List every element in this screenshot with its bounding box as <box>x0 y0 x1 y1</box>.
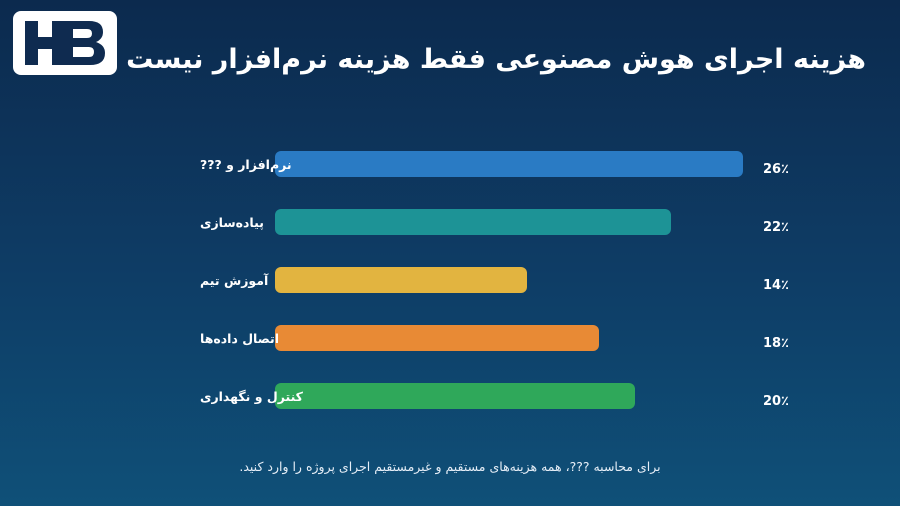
value-label-5: 20٪ <box>763 394 789 409</box>
category-label-4: اتصال داده‌ها <box>200 331 279 346</box>
value-label-3: 14٪ <box>763 278 789 293</box>
category-label-3: آموزش تیم <box>200 273 269 288</box>
bar-3 <box>275 267 527 293</box>
brand-logo <box>13 11 117 75</box>
bar-4 <box>275 325 599 351</box>
value-label-2: 22٪ <box>763 220 789 235</box>
hb-logo-icon <box>25 21 105 65</box>
page-title: هزینه اجرای هوش مصنوعی فقط هزینه نرم‌افز… <box>126 44 866 75</box>
chart-footnote: برای محاسبه ???، همه هزینه‌های مستقیم و … <box>239 459 661 474</box>
bar-2 <box>275 209 671 235</box>
category-label-2: پیاده‌سازی <box>200 215 264 230</box>
value-label-1: 26٪ <box>763 162 789 177</box>
category-label-1: نرم‌افزار و ??? <box>200 157 292 173</box>
bar-5 <box>275 383 635 409</box>
category-label-5: کنترل و نگهداری <box>200 389 304 404</box>
value-label-4: 18٪ <box>763 336 789 351</box>
bar-1 <box>275 151 743 177</box>
